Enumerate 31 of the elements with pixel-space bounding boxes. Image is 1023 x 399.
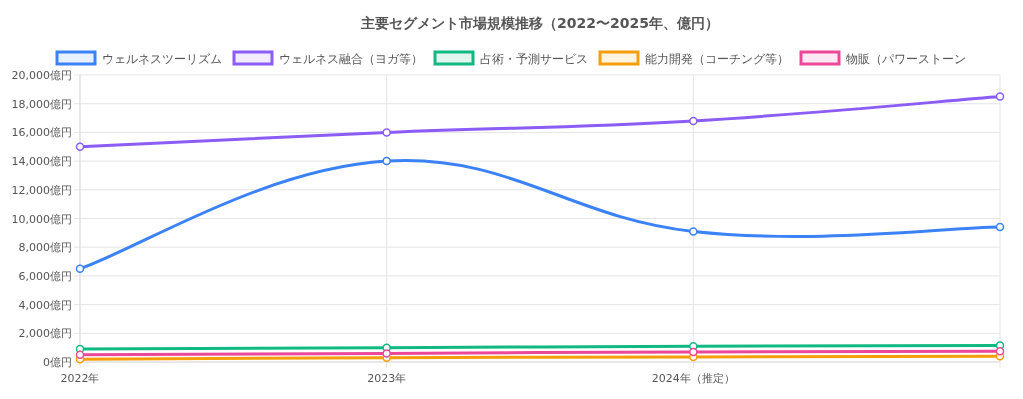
point (689, 347, 698, 357)
point (995, 92, 1005, 101)
point (382, 128, 391, 137)
y-tick-label: 18,000億円 (11, 97, 72, 111)
y-tick-label: 12,000億円 (11, 183, 72, 197)
legend-label: 能力開発（コーチング等） (645, 52, 789, 66)
y-tick-label: 6,000億円 (18, 269, 72, 283)
x-tick-label: 2023年 (367, 372, 407, 385)
y-tick-label: 14,000億円 (11, 155, 72, 169)
legend-label: ウェルネスツーリズム (102, 52, 222, 66)
y-tick-label: 16,000億円 (11, 126, 72, 140)
y-tick-label: 0億円 (43, 356, 72, 369)
y-tick-label: 8,000億円 (18, 241, 72, 255)
point (75, 142, 85, 151)
y-tick-label: 2,000億円 (18, 327, 72, 341)
y-tick-label: 4,000億円 (18, 298, 72, 312)
legend-label: 占術・予測サービス (480, 52, 588, 66)
y-tick-label: 20,000億円 (11, 69, 72, 82)
x-tick-label: 2024年（推定） (651, 372, 735, 385)
legend-label: 物販（パワーストーン (846, 52, 966, 66)
legend-label: ウェルネス融合（ヨガ等） (279, 52, 423, 66)
point (995, 222, 1005, 232)
chart-title: 主要セグメント市場規模推移（2022〜2025年、億円） (360, 15, 719, 31)
point (382, 349, 391, 358)
point (382, 156, 391, 166)
y-tick-label: 10,000億円 (11, 212, 72, 226)
point (689, 227, 698, 236)
x-tick-label: 2022年 (60, 372, 100, 385)
point (995, 346, 1005, 356)
point (689, 116, 698, 126)
point (75, 264, 85, 273)
